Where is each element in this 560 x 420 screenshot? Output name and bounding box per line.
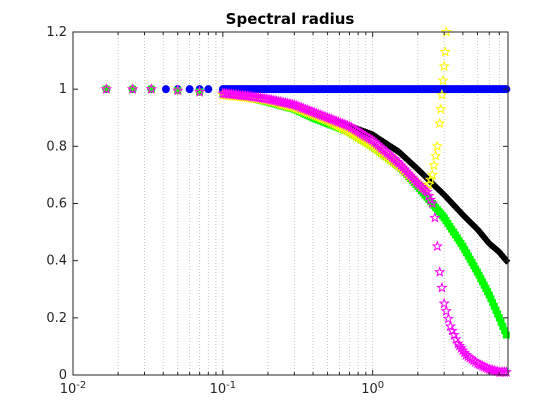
data-point xyxy=(172,84,184,96)
data-point xyxy=(492,306,500,314)
data-point xyxy=(438,60,450,71)
data-point xyxy=(100,83,113,94)
y-tick-label: 0.6 xyxy=(46,197,67,212)
data-point xyxy=(489,299,497,307)
tick-marks xyxy=(72,31,509,376)
data-point xyxy=(438,297,450,309)
data-point xyxy=(430,150,442,161)
y-tick-label: 0.4 xyxy=(46,254,67,269)
data-point xyxy=(429,211,441,223)
data-point xyxy=(450,333,462,345)
data-point xyxy=(452,337,464,349)
data-point xyxy=(426,197,438,209)
data-point xyxy=(204,85,213,94)
data-point xyxy=(448,329,460,340)
x-tick-label: 10-2 xyxy=(60,380,87,397)
data-point xyxy=(440,26,452,37)
data-point xyxy=(437,74,449,86)
data-point xyxy=(428,159,440,171)
data-point xyxy=(457,344,469,356)
y-tick-label: 0.8 xyxy=(46,139,67,154)
data-point xyxy=(453,339,466,351)
plot-area xyxy=(73,32,508,375)
data-point xyxy=(196,88,204,96)
y-tick-label: 0.2 xyxy=(46,311,67,326)
data-point xyxy=(129,85,137,93)
data-point xyxy=(174,87,182,95)
data-point xyxy=(161,85,170,94)
data-point xyxy=(439,46,451,57)
data-point xyxy=(435,103,447,114)
data-point xyxy=(145,83,157,94)
data-point xyxy=(126,83,139,94)
y-tick-label: 0 xyxy=(59,368,67,383)
data-point xyxy=(431,240,443,252)
data-point xyxy=(399,163,411,175)
data-point xyxy=(102,85,110,93)
data-point xyxy=(406,171,418,183)
data-point xyxy=(495,314,503,322)
y-tick-labels: 0 0.2 0.4 0.6 0.8 1 1.2 xyxy=(46,25,67,383)
x-tick-label: 100 xyxy=(361,380,384,397)
data-point xyxy=(500,366,512,377)
y-tick-label: 1 xyxy=(59,82,67,97)
data-point xyxy=(401,165,413,177)
series-4 xyxy=(100,83,512,377)
series-0 xyxy=(102,85,511,94)
data-point xyxy=(431,140,443,152)
data-point xyxy=(497,318,505,326)
chart-title: Spectral radius xyxy=(226,10,355,28)
data-point xyxy=(185,85,194,94)
data-point xyxy=(434,117,446,129)
data-point xyxy=(455,342,467,353)
series-layer xyxy=(100,26,512,377)
data-point xyxy=(501,327,509,335)
data-point xyxy=(194,86,206,97)
data-point xyxy=(426,169,438,180)
data-point xyxy=(393,157,405,169)
data-point xyxy=(499,322,507,330)
data-point xyxy=(442,312,454,324)
data-point xyxy=(487,295,495,303)
data-point xyxy=(147,85,155,93)
x-tick-label: 10-1 xyxy=(210,380,237,397)
data-point xyxy=(502,331,510,339)
data-point xyxy=(446,324,458,336)
data-point xyxy=(485,291,493,299)
data-point xyxy=(440,305,452,316)
data-point xyxy=(434,266,446,277)
data-point xyxy=(436,89,448,100)
y-tick-label: 1.2 xyxy=(46,25,67,40)
data-point xyxy=(494,310,502,318)
data-point xyxy=(436,281,448,293)
data-point xyxy=(490,302,498,310)
data-point xyxy=(444,320,457,332)
x-tick-labels: 10-2 10-1 100 xyxy=(60,380,384,397)
